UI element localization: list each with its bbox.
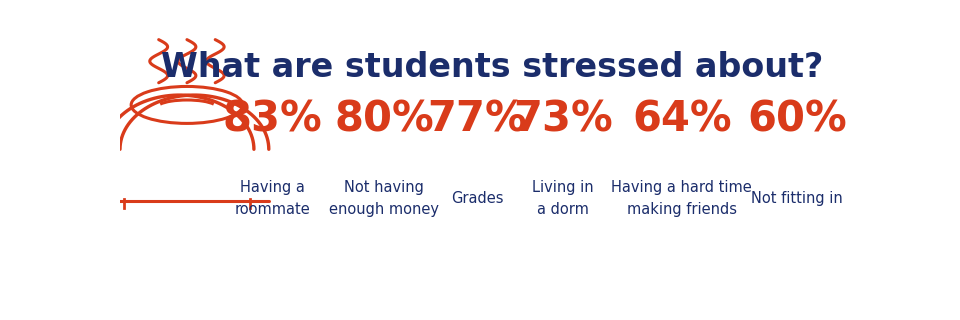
Text: What are students stressed about?: What are students stressed about? — [161, 51, 823, 84]
Text: 64%: 64% — [632, 99, 732, 141]
Text: Living in
a dorm: Living in a dorm — [532, 180, 593, 217]
Text: 80%: 80% — [334, 99, 434, 141]
Text: Not fitting in: Not fitting in — [751, 191, 843, 206]
Text: 60%: 60% — [747, 99, 847, 141]
Text: Having a
roommate: Having a roommate — [234, 180, 310, 217]
Text: 83%: 83% — [223, 99, 323, 141]
Text: 77%: 77% — [427, 99, 527, 141]
Text: 73%: 73% — [513, 99, 612, 141]
Text: Not having
enough money: Not having enough money — [329, 180, 439, 217]
Text: Grades: Grades — [451, 191, 503, 206]
Text: Having a hard time
making friends: Having a hard time making friends — [612, 180, 752, 217]
